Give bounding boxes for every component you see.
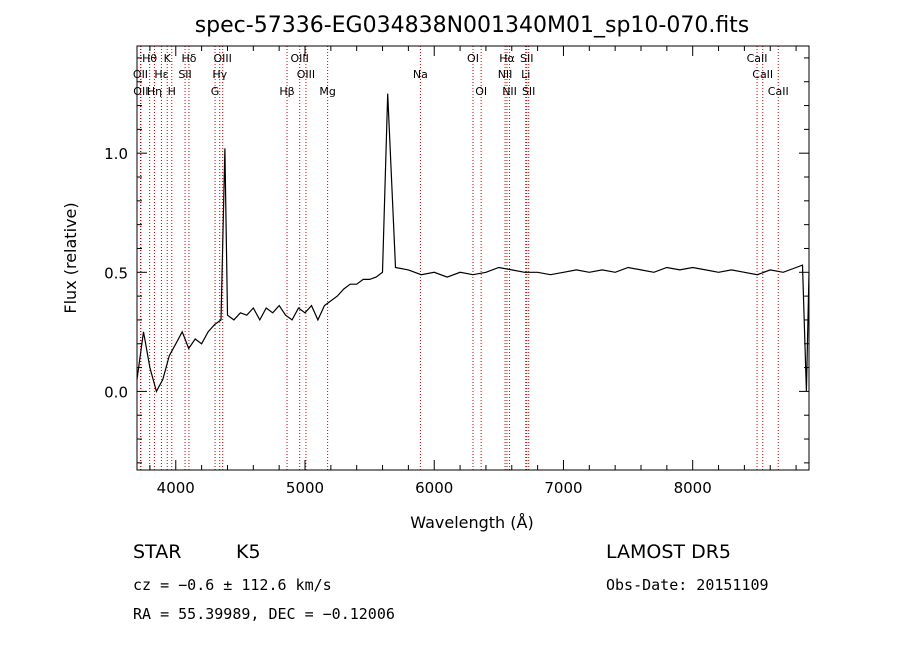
spectral-line-label: Na	[413, 68, 428, 81]
x-axis-label: Wavelength (Å)	[410, 513, 533, 532]
spectrum-series	[136, 93, 810, 394]
object-subclass: K5	[236, 541, 261, 563]
observation-date: Obs-Date: 20151109	[606, 576, 769, 594]
spectral-line-label: SII	[178, 68, 191, 81]
y-tick-label: 1.0	[104, 145, 128, 163]
spectral-line-label: CaII	[747, 52, 768, 65]
x-axis-ticks: 4000 5000 6000 7000 8000	[149, 46, 797, 497]
spectral-line-label: Hα	[499, 52, 515, 65]
x-tick-label: 4000	[157, 479, 195, 497]
x-tick-label: 8000	[674, 479, 712, 497]
y-tick-label: 0.0	[104, 383, 128, 401]
spectral-line-label: K	[164, 52, 172, 65]
spectral-line-label: Hη	[147, 85, 162, 98]
spectral-line-label: Hθ	[142, 52, 157, 65]
spectral-line-label: OIII	[213, 52, 231, 65]
spectral-line-label: NII	[498, 68, 513, 81]
spectral-line-label: SII	[522, 85, 535, 98]
x-tick-label: 7000	[544, 479, 582, 497]
spectrum-line	[136, 93, 810, 394]
spectral-line-label: CaII	[752, 68, 773, 81]
spectral-line-label: H	[168, 85, 176, 98]
spectral-line-label: Hε	[154, 68, 168, 81]
y-axis-label: Flux (relative)	[61, 202, 80, 313]
spectral-line-label: OIII	[297, 68, 315, 81]
chart-title: spec-57336-EG034838N001340M01_sp10-070.f…	[195, 13, 750, 38]
spectral-line-label: NII	[502, 85, 517, 98]
plot-frame	[136, 45, 810, 471]
spectral-line-label: CaII	[768, 85, 789, 98]
spectral-line-label: Hβ	[279, 85, 294, 98]
spectral-line-label: Hγ	[212, 68, 227, 81]
spectral-line-label: G	[211, 85, 220, 98]
spectral-line-label: Mg	[319, 85, 335, 98]
spectral-line-label: OII	[133, 68, 148, 81]
spectral-line-label: OI	[467, 52, 479, 65]
spectral-line-label: OIII	[291, 52, 309, 65]
spectral-line-label: Hδ	[181, 52, 196, 65]
x-tick-label: 5000	[286, 479, 324, 497]
x-tick-label: 6000	[415, 479, 453, 497]
spectral-line-label: OI	[475, 85, 487, 98]
coordinates: RA = 55.39989, DEC = −0.12006	[133, 605, 395, 623]
spectral-line-label: SII	[520, 52, 533, 65]
spectral-line-markers	[139, 46, 779, 470]
spectral-line-label: Li	[521, 68, 530, 81]
y-axis-ticks: 0.0 0.5 1.0	[104, 57, 809, 464]
y-tick-label: 0.5	[104, 264, 128, 282]
redshift-cz: cz = −0.6 ± 112.6 km/s	[133, 576, 332, 594]
object-class: STAR	[133, 541, 182, 563]
survey-name: LAMOST DR5	[606, 541, 731, 563]
